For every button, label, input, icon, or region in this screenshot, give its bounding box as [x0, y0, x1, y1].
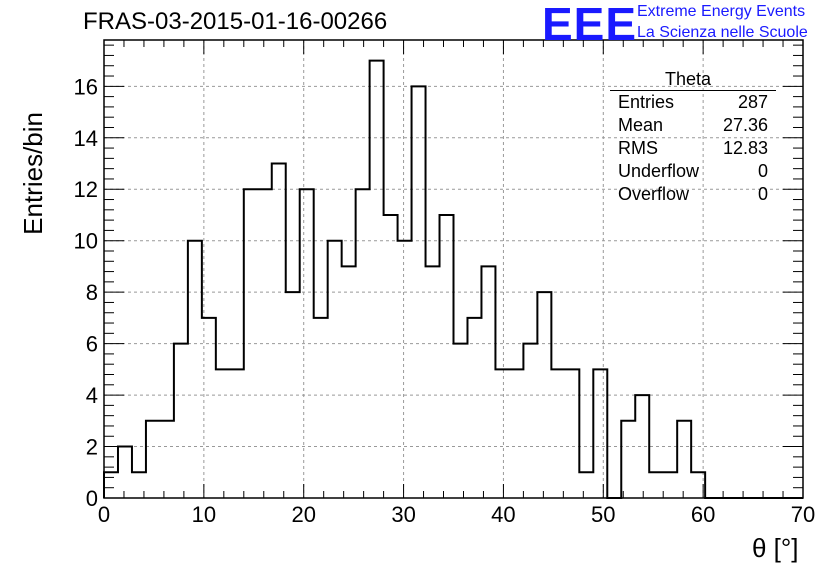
y-tick-label: 2: [86, 435, 98, 460]
stats-row-mean: Mean 27.36: [610, 114, 776, 137]
histogram-bin: [677, 421, 691, 498]
histogram-bin: [579, 472, 593, 498]
x-tick-label: 40: [491, 502, 515, 527]
stats-label: RMS: [618, 138, 658, 158]
stats-title: Theta: [610, 68, 776, 91]
stats-label: Mean: [618, 115, 664, 135]
histogram-bin: [593, 369, 607, 498]
x-tick-label: 70: [791, 502, 815, 527]
stats-label: Overflow: [618, 184, 690, 204]
x-tick-label: 60: [691, 502, 715, 527]
histogram-bin: [467, 318, 481, 498]
histogram-bin: [635, 395, 649, 498]
stats-value: 287: [737, 92, 768, 112]
histogram-bin: [495, 369, 509, 498]
y-tick-labels: 0 2 4 6 8 10 12 14 16: [74, 74, 98, 511]
y-tick-label: 12: [74, 177, 98, 202]
histogram-bin: [663, 472, 677, 498]
histogram-bin: [481, 266, 495, 498]
stats-box: Theta Entries 287 Mean 27.36 RMS 12.83 U…: [610, 68, 776, 206]
histogram-bin: [272, 164, 286, 498]
y-tick-label: 6: [86, 332, 98, 357]
logo-line-1: Extreme Energy Events: [637, 3, 806, 20]
histogram-bin: [104, 472, 118, 498]
x-tick-labels: 0 10 20 30 40 50 60 70: [98, 502, 815, 527]
histogram-bin: [188, 241, 202, 498]
x-tick-label: 50: [591, 502, 615, 527]
chart-title: FRAS-03-2015-01-16-00266: [83, 8, 388, 35]
histogram-bin: [440, 215, 454, 498]
axis-ticks: [103, 40, 804, 499]
stats-value: 0: [757, 161, 768, 181]
histogram-bin: [565, 369, 579, 498]
plot-frame: [103, 39, 804, 499]
histogram-bin: [649, 472, 663, 498]
y-tick-label: 16: [74, 74, 98, 99]
x-tick-label: 10: [192, 502, 216, 527]
histogram-bin: [523, 344, 537, 498]
histogram-bin: [174, 344, 188, 498]
x-tick-label: 30: [391, 502, 415, 527]
y-tick-label: 0: [86, 486, 98, 511]
histogram-bin: [426, 266, 440, 498]
stats-label: Underflow: [618, 161, 700, 181]
histogram-bin: [328, 241, 342, 498]
histogram-bin: [146, 421, 160, 498]
stats-value: 0: [757, 184, 768, 204]
histogram-bin: [258, 189, 272, 498]
y-tick-label: 14: [74, 126, 98, 151]
histogram-outline: [103, 59, 803, 499]
x-axis-label: θ [°]: [752, 533, 799, 563]
histogram-bin: [384, 215, 398, 498]
y-tick-label: 8: [86, 280, 98, 305]
stats-value: 12.83: [722, 138, 768, 158]
histogram-bin: [230, 369, 244, 498]
eee-logo-mark: EEE: [542, 0, 638, 50]
y-axis-label: Entries/bin: [18, 112, 48, 235]
stats-row-underflow: Underflow 0: [610, 160, 776, 183]
y-tick-label: 4: [86, 383, 98, 408]
stats-row-rms: RMS 12.83: [610, 137, 776, 160]
x-tick-label: 0: [98, 502, 110, 527]
histogram-bin: [216, 369, 230, 498]
histogram-bin: [300, 189, 314, 498]
histogram-bin: [342, 266, 356, 498]
histogram-bin: [160, 421, 174, 498]
histogram-bin: [454, 344, 468, 498]
stats-value: 27.36: [722, 115, 768, 135]
histogram-bin: [509, 369, 523, 498]
histogram-bin: [398, 241, 412, 498]
stats-label: Entries: [618, 92, 675, 112]
stats-row-overflow: Overflow 0: [610, 183, 776, 206]
histogram-bin: [370, 61, 384, 498]
x-tick-label: 20: [291, 502, 315, 527]
histogram-bin: [314, 318, 328, 498]
logo-line-2: La Scienza nelle Scuole: [637, 24, 808, 41]
histogram-bin: [621, 421, 635, 498]
histogram-bin: [551, 369, 565, 498]
y-tick-label: 10: [74, 229, 98, 254]
histogram-bin: [118, 447, 132, 498]
stats-row-entries: Entries 287: [610, 91, 776, 114]
